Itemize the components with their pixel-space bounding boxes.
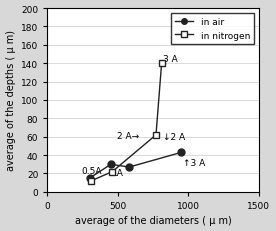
- Text: 0.5A: 0.5A: [81, 166, 102, 175]
- Text: 3 A: 3 A: [163, 55, 177, 64]
- Text: 1A: 1A: [112, 169, 123, 178]
- Text: 2 A→: 2 A→: [117, 131, 139, 140]
- Text: ↑3 A: ↑3 A: [183, 158, 205, 167]
- Legend: in air, in nitrogen: in air, in nitrogen: [171, 13, 254, 45]
- X-axis label: average of the diameters ( μ m): average of the diameters ( μ m): [75, 216, 232, 225]
- Y-axis label: average of the depths ( μ m): average of the depths ( μ m): [6, 30, 15, 171]
- Text: ↓2 A: ↓2 A: [163, 132, 185, 141]
